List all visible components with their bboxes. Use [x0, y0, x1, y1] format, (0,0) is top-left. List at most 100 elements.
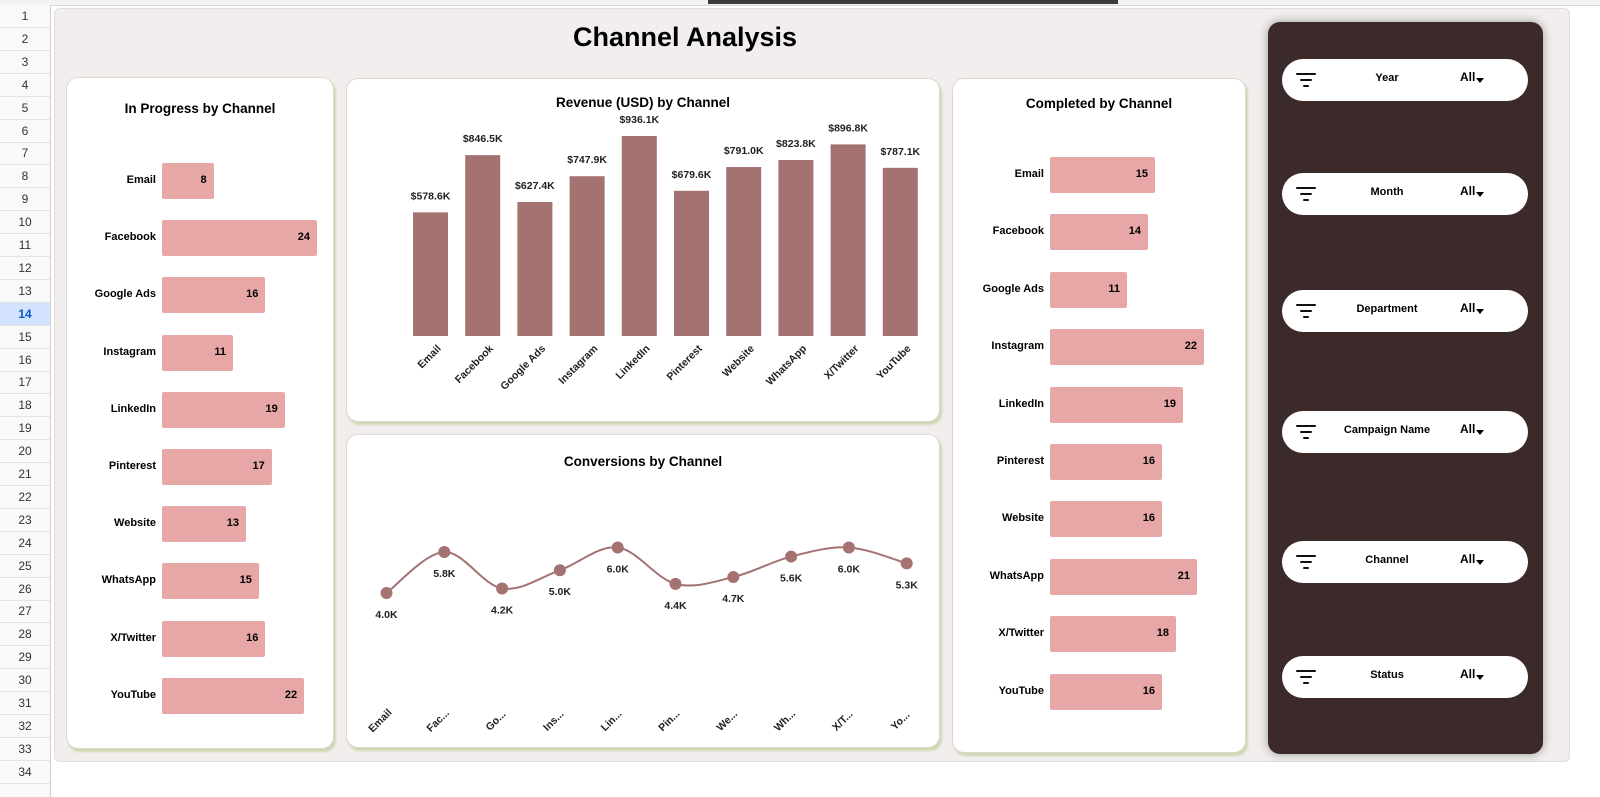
filter-status[interactable]: Status All — [1282, 656, 1528, 698]
row-number[interactable]: 32 — [0, 715, 50, 738]
filter-department-value[interactable]: All — [1460, 301, 1476, 315]
data-label: 15 — [239, 574, 252, 587]
chevron-down-icon[interactable] — [1476, 560, 1484, 565]
row-number[interactable]: 12 — [0, 257, 50, 280]
row-number[interactable]: 14 — [0, 302, 50, 326]
filter-month-label: Month — [1370, 186, 1404, 198]
tick-label: Pinterest — [664, 342, 705, 383]
filter-year-label: Year — [1375, 72, 1399, 84]
filter-month[interactable]: Month All — [1282, 173, 1528, 215]
row-number[interactable]: 21 — [0, 463, 50, 486]
chevron-down-icon[interactable] — [1476, 309, 1484, 314]
row-number[interactable]: 27 — [0, 600, 50, 624]
row-number[interactable]: 4 — [0, 74, 50, 97]
row-number[interactable]: 1 — [0, 5, 50, 28]
category-label: Website — [114, 517, 156, 530]
tick-label: X/T... — [830, 708, 855, 733]
row-number[interactable]: 17 — [0, 371, 50, 395]
filter-year[interactable]: Year All — [1282, 59, 1528, 101]
tick-label: Ins... — [541, 708, 566, 733]
row-number[interactable]: 19 — [0, 417, 50, 441]
row-number[interactable]: 30 — [0, 669, 50, 693]
row-number[interactable]: 3 — [0, 51, 50, 74]
bar — [162, 506, 246, 543]
selected-columns-indicator — [708, 0, 1118, 4]
completed-chart-title: Completed by Channel — [1025, 96, 1173, 111]
row-number[interactable]: 6 — [0, 120, 50, 143]
filter-campaign-name[interactable]: Campaign Name All — [1282, 411, 1528, 453]
category-label: X/Twitter — [998, 627, 1044, 640]
row-number[interactable]: 11 — [0, 234, 50, 257]
filter-campaign-name-value[interactable]: All — [1460, 422, 1476, 436]
row-number[interactable]: 18 — [0, 394, 50, 418]
row-number[interactable]: 15 — [0, 326, 50, 349]
row-number[interactable]: 8 — [0, 165, 50, 189]
row-number[interactable]: 13 — [0, 280, 50, 303]
filter-year-value[interactable]: All — [1460, 70, 1476, 84]
bar — [162, 277, 266, 314]
data-label: 17 — [252, 460, 265, 472]
row-number[interactable]: 23 — [0, 509, 50, 532]
category-label: Website — [1002, 512, 1044, 525]
data-label: 19 — [1163, 397, 1176, 410]
category-label: Pinterest — [108, 460, 156, 472]
filter-month-value[interactable]: All — [1460, 184, 1476, 198]
filter-department[interactable]: Department All — [1282, 290, 1528, 332]
data-label: 5.6K — [780, 573, 803, 585]
row-number[interactable]: 16 — [0, 349, 50, 372]
row-number[interactable]: 22 — [0, 486, 50, 509]
row-number[interactable]: 25 — [0, 555, 50, 578]
data-label: 16 — [246, 631, 259, 644]
chevron-down-icon[interactable] — [1476, 78, 1484, 83]
category-label: YouTube — [998, 684, 1044, 697]
bar — [1050, 673, 1162, 710]
conversions-chart-svg: 4.0K Email 5.8K Fac... 4.2K Go... 5.0K Ins... 6.… — [366, 541, 919, 735]
filter-channel[interactable]: Channel All — [1282, 541, 1528, 583]
tick-label: X/Twitter — [822, 343, 861, 382]
row-number[interactable]: 34 — [0, 761, 50, 784]
filter-channel-label: Channel — [1365, 554, 1409, 566]
chevron-down-icon[interactable] — [1476, 675, 1484, 680]
chevron-down-icon[interactable] — [1476, 192, 1484, 197]
data-label: 5.3K — [896, 579, 919, 591]
data-label: 5.8K — [433, 568, 456, 580]
bar — [1050, 558, 1197, 595]
row-number[interactable]: 24 — [0, 532, 50, 555]
data-label: 22 — [284, 688, 298, 701]
data-label: 6.0K — [838, 563, 861, 575]
row-number[interactable]: 2 — [0, 28, 50, 51]
data-point — [900, 557, 913, 570]
row-number[interactable]: 29 — [0, 646, 50, 670]
filter-channel-value[interactable]: All — [1460, 552, 1476, 566]
row-number[interactable]: 31 — [0, 692, 50, 715]
category-label: Email — [126, 174, 156, 186]
row-number[interactable]: 7 — [0, 142, 50, 166]
category-label: Instagram — [103, 345, 156, 358]
row-number[interactable]: 20 — [0, 440, 50, 464]
filter-status-value[interactable]: All — [1460, 667, 1476, 681]
row-number[interactable]: 33 — [0, 738, 50, 761]
row-number[interactable]: 26 — [0, 578, 50, 601]
chevron-down-icon[interactable] — [1476, 430, 1484, 435]
bar — [162, 391, 285, 428]
data-label: $627.4K — [515, 180, 555, 192]
bar — [1050, 214, 1148, 251]
row-number[interactable]: 10 — [0, 211, 50, 235]
tick-label: Facebook — [453, 343, 496, 386]
bar — [1050, 329, 1204, 366]
tick-label: Email — [366, 707, 394, 735]
row-number[interactable]: 5 — [0, 97, 50, 120]
tick-label: Go... — [483, 708, 508, 733]
data-label: 14 — [1128, 225, 1141, 238]
row-number[interactable]: 28 — [0, 623, 50, 647]
data-point — [380, 587, 393, 599]
bar — [1050, 501, 1162, 538]
bar — [569, 176, 605, 336]
bar — [830, 144, 866, 336]
filter-icon — [1296, 425, 1316, 439]
data-label: 6.0K — [607, 563, 630, 575]
category-label: Pinterest — [996, 455, 1044, 467]
bar — [1050, 271, 1127, 308]
row-number[interactable]: 9 — [0, 188, 50, 212]
category-label: Google Ads — [94, 288, 156, 301]
